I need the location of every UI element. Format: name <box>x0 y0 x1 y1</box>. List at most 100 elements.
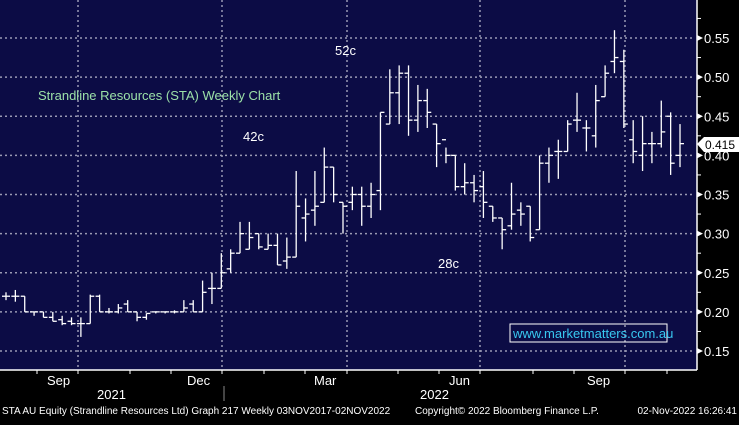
ohlc-bar <box>95 294 104 313</box>
ohlc-bar <box>310 171 319 226</box>
y-tick-marker <box>697 35 703 41</box>
ohlc-bar <box>123 300 132 313</box>
y-tick-label: 0.50 <box>704 70 729 85</box>
footer-bar: STA AU Equity (Strandline Resources Ltd)… <box>0 404 739 420</box>
ohlc-bar <box>198 280 207 313</box>
chart-title: Strandline Resources (STA) Weekly Chart <box>38 88 281 103</box>
ohlc-bar <box>142 312 151 320</box>
ohlc-bar <box>413 84 422 132</box>
y-tick-marker <box>697 230 703 237</box>
ohlc-bar <box>573 92 582 132</box>
ohlc-bar <box>619 49 628 128</box>
annotation-52c: 52c <box>335 43 356 58</box>
ohlc-bar <box>329 166 338 203</box>
ohlc-bar <box>535 155 544 231</box>
ohlc-bar <box>526 205 535 242</box>
ohlc-bar <box>161 311 170 314</box>
ohlc-bar <box>76 317 85 337</box>
ohlc-bar <box>282 237 291 269</box>
ohlc-bar <box>273 233 282 266</box>
last-price-pointer <box>697 137 739 152</box>
ohlc-bar <box>301 198 310 242</box>
ohlc-bar <box>217 253 226 290</box>
ohlc-bar <box>348 186 357 211</box>
y-tick-label: 0.40 <box>704 148 729 163</box>
y-tick-marker <box>697 308 703 315</box>
watermark-link[interactable]: www.marketmatters.com.au <box>512 326 673 341</box>
x-month-label: Sep <box>587 373 610 388</box>
ohlc-bar <box>30 311 39 316</box>
ohlc-bar <box>638 116 647 172</box>
annotation-42c: 42c <box>243 129 264 144</box>
ohlc-bar <box>647 131 656 164</box>
y-tick-marker <box>697 113 703 120</box>
ohlc-bar <box>104 307 113 314</box>
ohlc-bar <box>582 120 591 152</box>
ohlc-bar <box>395 65 404 125</box>
ohlc-bar <box>563 120 572 153</box>
ohlc-bar <box>39 311 48 319</box>
ohlc-bar <box>179 300 188 313</box>
footer-copyright: Copyright© 2022 Bloomberg Finance L.P. <box>415 406 599 417</box>
ohlc-bar <box>367 182 376 218</box>
y-tick-label: 0.30 <box>704 227 729 242</box>
price-bars <box>2 30 684 337</box>
ohlc-bar <box>292 171 301 258</box>
ohlc-bar <box>320 147 329 203</box>
ohlc-bar <box>189 300 198 313</box>
y-tick-label: 0.20 <box>704 305 729 320</box>
y-tick-marker <box>697 269 703 276</box>
ohlc-bar <box>86 294 95 325</box>
ohlc-bar <box>245 221 254 250</box>
ohlc-bar <box>516 202 525 226</box>
ohlc-bar <box>591 84 600 148</box>
ohlc-bar <box>479 171 488 218</box>
footer-security-info: STA AU Equity (Strandline Resources Ltd)… <box>2 406 391 417</box>
ohlc-bar <box>666 112 675 175</box>
watermark-border <box>509 323 668 343</box>
x-month-label: Mar <box>314 373 337 388</box>
ohlc-bar <box>376 111 385 211</box>
ohlc-bar <box>207 272 216 305</box>
ohlc-bar <box>676 124 684 168</box>
ohlc-bar <box>48 311 57 322</box>
ohlc-bar <box>236 221 245 254</box>
y-tick-label: 0.15 <box>704 344 729 359</box>
ohlc-bar <box>470 174 479 203</box>
y-tick-label: 0.25 <box>704 266 729 281</box>
ohlc-bar <box>11 289 20 302</box>
ohlc-bar <box>629 120 638 164</box>
ohlc-bar <box>544 147 553 183</box>
y-axis: 0.55 0.50 0.45 0.40 0.35 0.30 0.25 0.20 0.15 <box>696 0 729 370</box>
x-month-label: Jun <box>449 373 470 388</box>
ohlc-bar <box>423 88 432 128</box>
gridlines <box>0 0 693 370</box>
ohlc-bar <box>488 205 497 222</box>
ohlc-bar <box>67 317 76 326</box>
x-axis: Sep Dec Mar Jun Sep <box>0 369 697 388</box>
ohlc-bar <box>226 249 235 273</box>
ohlc-bar <box>385 69 394 125</box>
ohlc-bar <box>114 304 123 314</box>
y-tick-marker <box>697 152 703 159</box>
ohlc-bar <box>507 182 516 230</box>
ohlc-bar <box>58 315 67 326</box>
ohlc-bar <box>133 311 142 322</box>
ohlc-bar <box>657 100 666 148</box>
footer-timestamp: 02-Nov-2022 16:26:41 <box>637 406 737 417</box>
ohlc-bar <box>20 295 29 313</box>
ohlc-bar <box>404 65 413 136</box>
ohlc-bar <box>339 201 347 234</box>
last-price-tag: 0.415 <box>697 137 739 152</box>
y-tick-label: 0.35 <box>704 188 729 203</box>
ohlc-bar <box>554 139 563 179</box>
ohlc-bar <box>601 65 610 98</box>
x-month-label: Dec <box>187 373 211 388</box>
y-tick-label: 0.45 <box>704 109 729 124</box>
year-label-2022: 2022 <box>420 387 449 402</box>
ohlc-bar <box>264 233 273 250</box>
watermark-box[interactable]: www.marketmatters.com.au <box>509 323 673 343</box>
ohlc-bar <box>2 292 10 301</box>
ohlc-bar <box>151 311 160 314</box>
